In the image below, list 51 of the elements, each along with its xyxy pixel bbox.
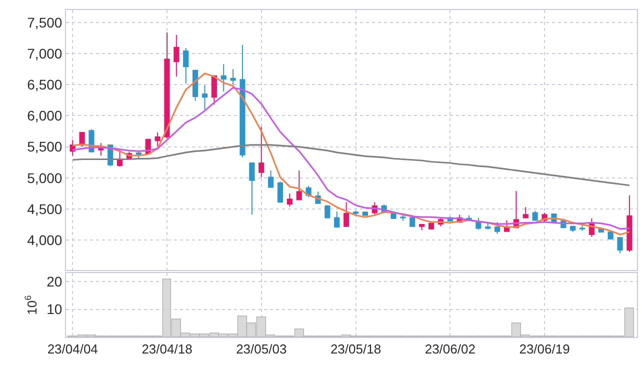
candlestick bbox=[174, 34, 180, 78]
candlestick bbox=[579, 224, 586, 232]
candlestick bbox=[296, 170, 302, 201]
x-tick-label: 23/04/18 bbox=[142, 342, 192, 357]
x-tick-label: 23/06/19 bbox=[519, 342, 570, 357]
candlestick bbox=[532, 210, 538, 222]
candlestick bbox=[485, 222, 491, 230]
candlestick bbox=[362, 211, 368, 216]
candlestick bbox=[79, 132, 85, 148]
candlestick bbox=[286, 192, 292, 208]
candlestick bbox=[183, 47, 189, 84]
candlestick bbox=[617, 236, 623, 254]
candlestick bbox=[220, 64, 226, 92]
candlestick bbox=[419, 224, 425, 231]
y-tick-label: 6,000 bbox=[27, 108, 62, 124]
y-tick-label: 10 bbox=[46, 301, 62, 318]
candlestick bbox=[211, 74, 217, 106]
candlestick bbox=[202, 84, 208, 110]
y-tick-label: 5,000 bbox=[27, 170, 62, 186]
candlestick bbox=[344, 202, 350, 228]
y-tick-label: 4,500 bbox=[27, 200, 62, 217]
candlestick bbox=[626, 194, 632, 252]
x-tick-label: 23/05/18 bbox=[330, 342, 382, 357]
y-tick-label: 7,500 bbox=[27, 14, 62, 30]
candlestick bbox=[428, 222, 434, 230]
y-tick-label: 7,000 bbox=[27, 45, 62, 62]
candlestick bbox=[608, 230, 614, 240]
candlestick bbox=[324, 204, 330, 219]
x-tick-label: 23/04/04 bbox=[47, 342, 98, 357]
candlestick bbox=[268, 170, 274, 188]
candlestick bbox=[249, 162, 255, 216]
y-tick-label: 20 bbox=[46, 273, 62, 290]
candlestick bbox=[522, 206, 528, 219]
candlestick bbox=[352, 210, 359, 216]
y-tick-label: 4,000 bbox=[27, 232, 62, 248]
x-tick-label: 23/05/03 bbox=[236, 342, 287, 357]
candlestick bbox=[410, 216, 416, 228]
y-tick-label: 6,500 bbox=[27, 76, 62, 93]
candlestick bbox=[154, 132, 160, 147]
candlestick bbox=[476, 217, 482, 230]
candlestick bbox=[258, 126, 264, 178]
x-tick-label: 23/06/02 bbox=[424, 342, 476, 357]
y-tick-label: 5,500 bbox=[27, 138, 62, 155]
candlestick bbox=[334, 211, 340, 228]
candlestick bbox=[570, 225, 576, 233]
candlestick bbox=[240, 44, 246, 158]
candlestick bbox=[192, 69, 198, 102]
line-series bbox=[72, 144, 630, 186]
candlestick bbox=[277, 181, 284, 204]
candlestick bbox=[494, 222, 500, 234]
candlestick bbox=[230, 68, 236, 86]
